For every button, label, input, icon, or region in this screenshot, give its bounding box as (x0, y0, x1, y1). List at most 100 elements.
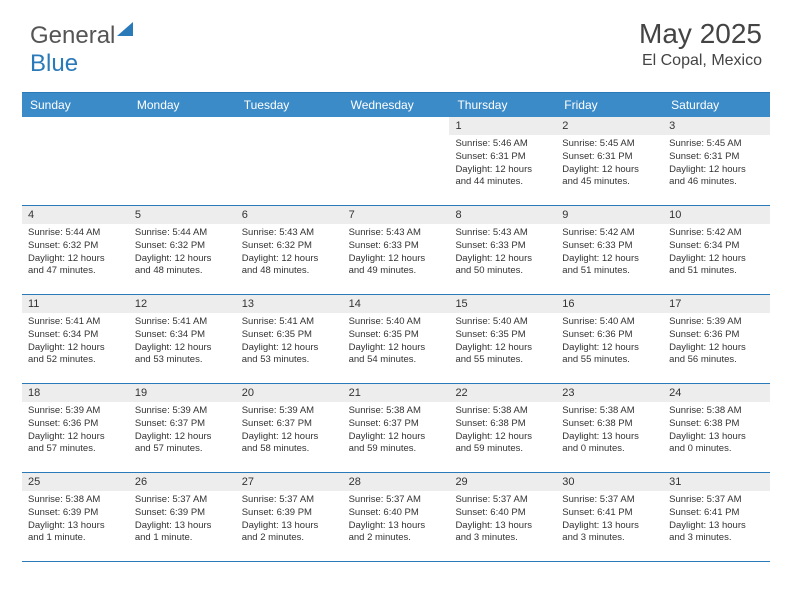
day-number: 20 (236, 384, 343, 402)
daylight-text: Daylight: 12 hours and 51 minutes. (669, 253, 764, 279)
day-details: Sunrise: 5:42 AMSunset: 6:33 PMDaylight:… (556, 224, 663, 284)
logo-general: General (30, 22, 115, 49)
calendar-cell (22, 117, 129, 205)
calendar-cell: 18Sunrise: 5:39 AMSunset: 6:36 PMDayligh… (22, 384, 129, 472)
week-row: 25Sunrise: 5:38 AMSunset: 6:39 PMDayligh… (22, 473, 770, 562)
day-details: Sunrise: 5:44 AMSunset: 6:32 PMDaylight:… (22, 224, 129, 284)
calendar-cell (129, 117, 236, 205)
sunset-text: Sunset: 6:38 PM (669, 418, 764, 431)
daylight-text: Daylight: 13 hours and 3 minutes. (455, 520, 550, 546)
daylight-text: Daylight: 12 hours and 49 minutes. (349, 253, 444, 279)
day-header: Friday (556, 93, 663, 117)
daylight-text: Daylight: 13 hours and 3 minutes. (669, 520, 764, 546)
calendar-cell: 12Sunrise: 5:41 AMSunset: 6:34 PMDayligh… (129, 295, 236, 383)
day-number: 31 (663, 473, 770, 491)
sunset-text: Sunset: 6:37 PM (349, 418, 444, 431)
week-row: 4Sunrise: 5:44 AMSunset: 6:32 PMDaylight… (22, 206, 770, 295)
sunset-text: Sunset: 6:35 PM (455, 329, 550, 342)
day-header: Thursday (449, 93, 556, 117)
sunrise-text: Sunrise: 5:43 AM (455, 227, 550, 240)
daylight-text: Daylight: 13 hours and 1 minute. (28, 520, 123, 546)
sunrise-text: Sunrise: 5:44 AM (135, 227, 230, 240)
calendar-cell (343, 117, 450, 205)
daylight-text: Daylight: 12 hours and 46 minutes. (669, 164, 764, 190)
logo-triangle-icon (117, 22, 133, 36)
sunrise-text: Sunrise: 5:46 AM (455, 138, 550, 151)
logo-blue: Blue (30, 50, 78, 77)
day-details: Sunrise: 5:37 AMSunset: 6:40 PMDaylight:… (449, 491, 556, 551)
calendar-cell (236, 117, 343, 205)
sunrise-text: Sunrise: 5:37 AM (669, 494, 764, 507)
daylight-text: Daylight: 12 hours and 57 minutes. (28, 431, 123, 457)
sunset-text: Sunset: 6:31 PM (669, 151, 764, 164)
sunset-text: Sunset: 6:32 PM (28, 240, 123, 253)
day-number: 13 (236, 295, 343, 313)
weeks-container: 1Sunrise: 5:46 AMSunset: 6:31 PMDaylight… (22, 117, 770, 562)
daylight-text: Daylight: 12 hours and 58 minutes. (242, 431, 337, 457)
day-number: 2 (556, 117, 663, 135)
daylight-text: Daylight: 12 hours and 54 minutes. (349, 342, 444, 368)
week-row: 1Sunrise: 5:46 AMSunset: 6:31 PMDaylight… (22, 117, 770, 206)
sunset-text: Sunset: 6:35 PM (349, 329, 444, 342)
day-details: Sunrise: 5:39 AMSunset: 6:36 PMDaylight:… (663, 313, 770, 373)
calendar-cell: 11Sunrise: 5:41 AMSunset: 6:34 PMDayligh… (22, 295, 129, 383)
calendar-cell: 22Sunrise: 5:38 AMSunset: 6:38 PMDayligh… (449, 384, 556, 472)
daylight-text: Daylight: 12 hours and 48 minutes. (135, 253, 230, 279)
sunrise-text: Sunrise: 5:40 AM (455, 316, 550, 329)
day-number: 9 (556, 206, 663, 224)
day-number: 23 (556, 384, 663, 402)
day-details: Sunrise: 5:40 AMSunset: 6:35 PMDaylight:… (343, 313, 450, 373)
sunset-text: Sunset: 6:31 PM (455, 151, 550, 164)
sunset-text: Sunset: 6:37 PM (135, 418, 230, 431)
sunset-text: Sunset: 6:36 PM (669, 329, 764, 342)
daylight-text: Daylight: 13 hours and 2 minutes. (242, 520, 337, 546)
daylight-text: Daylight: 12 hours and 48 minutes. (242, 253, 337, 279)
day-details: Sunrise: 5:37 AMSunset: 6:41 PMDaylight:… (556, 491, 663, 551)
day-number: 4 (22, 206, 129, 224)
sunset-text: Sunset: 6:38 PM (455, 418, 550, 431)
sunrise-text: Sunrise: 5:37 AM (242, 494, 337, 507)
daylight-text: Daylight: 12 hours and 52 minutes. (28, 342, 123, 368)
sunset-text: Sunset: 6:31 PM (562, 151, 657, 164)
sunrise-text: Sunrise: 5:41 AM (242, 316, 337, 329)
day-details: Sunrise: 5:37 AMSunset: 6:40 PMDaylight:… (343, 491, 450, 551)
sunset-text: Sunset: 6:32 PM (242, 240, 337, 253)
sunset-text: Sunset: 6:40 PM (455, 507, 550, 520)
day-number: 30 (556, 473, 663, 491)
calendar-cell: 8Sunrise: 5:43 AMSunset: 6:33 PMDaylight… (449, 206, 556, 294)
day-number: 25 (22, 473, 129, 491)
day-header: Tuesday (236, 93, 343, 117)
day-details: Sunrise: 5:38 AMSunset: 6:38 PMDaylight:… (663, 402, 770, 462)
calendar-cell: 4Sunrise: 5:44 AMSunset: 6:32 PMDaylight… (22, 206, 129, 294)
day-details: Sunrise: 5:43 AMSunset: 6:33 PMDaylight:… (343, 224, 450, 284)
calendar-cell: 9Sunrise: 5:42 AMSunset: 6:33 PMDaylight… (556, 206, 663, 294)
sunrise-text: Sunrise: 5:43 AM (349, 227, 444, 240)
sunrise-text: Sunrise: 5:38 AM (349, 405, 444, 418)
sunset-text: Sunset: 6:39 PM (242, 507, 337, 520)
calendar-cell: 2Sunrise: 5:45 AMSunset: 6:31 PMDaylight… (556, 117, 663, 205)
sunset-text: Sunset: 6:39 PM (28, 507, 123, 520)
daylight-text: Daylight: 12 hours and 51 minutes. (562, 253, 657, 279)
day-details: Sunrise: 5:43 AMSunset: 6:33 PMDaylight:… (449, 224, 556, 284)
sunset-text: Sunset: 6:36 PM (28, 418, 123, 431)
day-details: Sunrise: 5:39 AMSunset: 6:37 PMDaylight:… (236, 402, 343, 462)
day-number: 8 (449, 206, 556, 224)
day-number: 18 (22, 384, 129, 402)
day-number: 14 (343, 295, 450, 313)
day-details: Sunrise: 5:37 AMSunset: 6:39 PMDaylight:… (236, 491, 343, 551)
page-header: General Blue May 2025 El Copal, Mexico (0, 0, 792, 86)
sunset-text: Sunset: 6:33 PM (349, 240, 444, 253)
day-number: 27 (236, 473, 343, 491)
day-details: Sunrise: 5:45 AMSunset: 6:31 PMDaylight:… (556, 135, 663, 195)
day-details: Sunrise: 5:41 AMSunset: 6:35 PMDaylight:… (236, 313, 343, 373)
calendar-cell: 31Sunrise: 5:37 AMSunset: 6:41 PMDayligh… (663, 473, 770, 561)
day-number: 28 (343, 473, 450, 491)
daylight-text: Daylight: 12 hours and 47 minutes. (28, 253, 123, 279)
daylight-text: Daylight: 12 hours and 44 minutes. (455, 164, 550, 190)
day-details: Sunrise: 5:46 AMSunset: 6:31 PMDaylight:… (449, 135, 556, 195)
sunset-text: Sunset: 6:32 PM (135, 240, 230, 253)
logo: General Blue (30, 22, 133, 78)
calendar-cell: 19Sunrise: 5:39 AMSunset: 6:37 PMDayligh… (129, 384, 236, 472)
daylight-text: Daylight: 12 hours and 59 minutes. (349, 431, 444, 457)
day-details: Sunrise: 5:38 AMSunset: 6:39 PMDaylight:… (22, 491, 129, 551)
